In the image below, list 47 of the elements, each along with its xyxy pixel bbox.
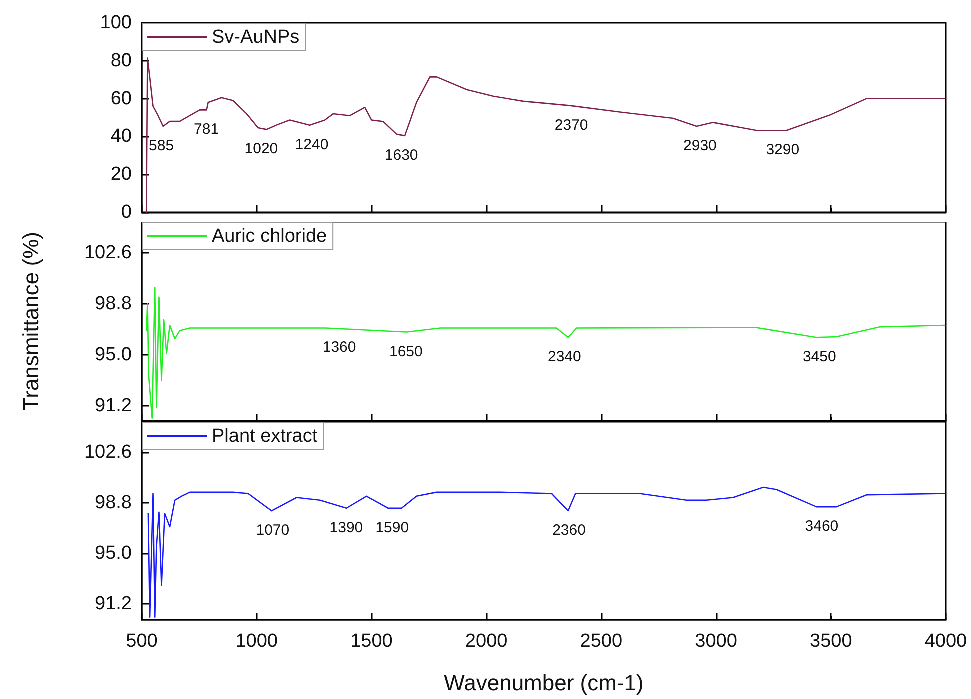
annotation: 2360 bbox=[552, 522, 586, 540]
x-tick-label: 2000 bbox=[465, 631, 508, 652]
x-tick-label: 4000 bbox=[924, 631, 968, 652]
line-series bbox=[148, 486, 946, 618]
annotation: 1360 bbox=[322, 339, 356, 356]
x-tick-label: 3500 bbox=[810, 631, 852, 652]
y-tick-label: 95.0 bbox=[95, 344, 132, 366]
y-tick-label: 80 bbox=[110, 50, 132, 72]
y-tick-label: 102.6 bbox=[84, 442, 132, 464]
y-tick-label: 91.2 bbox=[95, 396, 132, 417]
annotation: 1390 bbox=[330, 519, 364, 536]
y-tick-label: 0 bbox=[121, 202, 132, 223]
x-tick-label: 2500 bbox=[580, 631, 623, 652]
annotation: 1590 bbox=[376, 519, 410, 536]
line-series bbox=[146, 287, 946, 419]
y-tick-label: 100 bbox=[100, 12, 132, 34]
y-tick-label: 40 bbox=[110, 126, 132, 148]
legend-label: Auric chloride bbox=[212, 226, 328, 247]
legend-label: Sv-AuNPs bbox=[212, 27, 300, 48]
y-tick-label: 98.8 bbox=[95, 492, 132, 514]
y-tick-label: 102.6 bbox=[84, 242, 132, 264]
annotation: 3450 bbox=[802, 348, 836, 366]
x-axis-title: Wavenumber (cm-1) bbox=[444, 670, 644, 696]
y-tick-label: 20 bbox=[110, 164, 132, 186]
y-tick-label: 98.8 bbox=[95, 294, 132, 315]
annotation: 1070 bbox=[256, 522, 290, 540]
annotation: 3290 bbox=[766, 142, 800, 159]
y-tick-label: 95.0 bbox=[95, 543, 132, 564]
annotation: 1630 bbox=[384, 146, 418, 164]
y-tick-label: 91.2 bbox=[95, 594, 132, 615]
annotation: 2930 bbox=[684, 137, 717, 154]
annotation: 2370 bbox=[554, 116, 588, 134]
annotation: 3460 bbox=[805, 518, 839, 536]
y-axis-title: Transmittance (%) bbox=[18, 232, 44, 411]
x-tick-label: 500 bbox=[126, 631, 158, 652]
y-tick-label: 60 bbox=[110, 88, 132, 110]
annotation: 781 bbox=[194, 121, 220, 138]
x-tick-label: 1500 bbox=[350, 631, 393, 652]
annotation: 1240 bbox=[295, 136, 329, 154]
legend-label: Plant extract bbox=[212, 426, 318, 447]
x-tick-label: 3000 bbox=[695, 631, 738, 652]
annotation: 1650 bbox=[389, 343, 423, 360]
x-tick-label: 1000 bbox=[236, 631, 278, 652]
annotation: 585 bbox=[149, 137, 174, 154]
annotation: 1020 bbox=[244, 140, 278, 158]
annotation: 2340 bbox=[548, 348, 582, 366]
line-series bbox=[146, 58, 946, 214]
